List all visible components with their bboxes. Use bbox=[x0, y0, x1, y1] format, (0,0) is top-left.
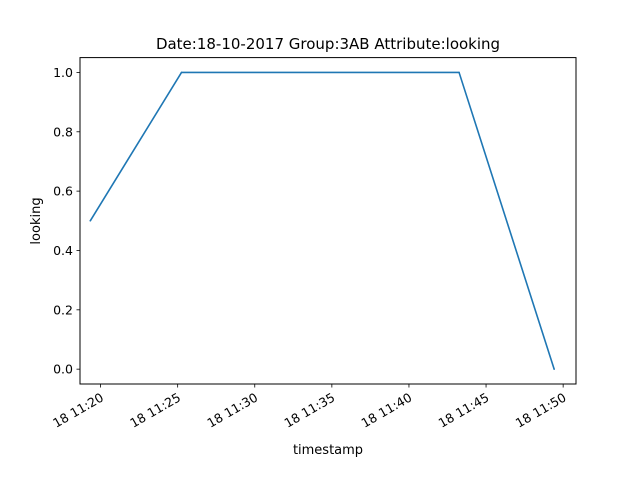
chart-title: Date:18-10-2017 Group:3AB Attribute:look… bbox=[156, 35, 500, 53]
x-tick-label: 18 11:40 bbox=[359, 390, 415, 431]
y-tick-label: 1.0 bbox=[53, 65, 73, 80]
y-tick-label: 0.8 bbox=[53, 124, 73, 139]
x-tick-label: 18 11:25 bbox=[127, 390, 183, 431]
x-axis-label: timestamp bbox=[293, 443, 363, 458]
y-axis-label: looking bbox=[29, 197, 44, 244]
data-point bbox=[180, 71, 183, 74]
plot-frame bbox=[79, 57, 577, 385]
data-point bbox=[89, 220, 92, 222]
y-tick-label: 0.4 bbox=[53, 243, 73, 258]
x-axis: 18 11:20 18 11:25 18 11:30 18 11:35 18 11:40… bbox=[50, 384, 569, 431]
y-tick-label: 0.2 bbox=[53, 302, 73, 317]
x-tick-label: 18 11:35 bbox=[281, 390, 337, 431]
series-line bbox=[89, 71, 555, 370]
data-point bbox=[553, 368, 555, 370]
y-axis: 0.0 0.2 0.4 0.6 0.8 1.0 bbox=[53, 65, 80, 377]
plot-area bbox=[80, 57, 576, 384]
data-point bbox=[458, 71, 460, 74]
x-tick-label: 18 11:20 bbox=[50, 390, 106, 431]
x-tick-label: 18 11:30 bbox=[204, 390, 260, 431]
y-tick-label: 0.0 bbox=[53, 362, 73, 377]
y-tick-label: 0.6 bbox=[53, 184, 73, 199]
x-tick-label: 18 11:50 bbox=[513, 390, 569, 431]
series-layer bbox=[89, 71, 555, 370]
x-tick-label: 18 11:45 bbox=[436, 390, 492, 431]
